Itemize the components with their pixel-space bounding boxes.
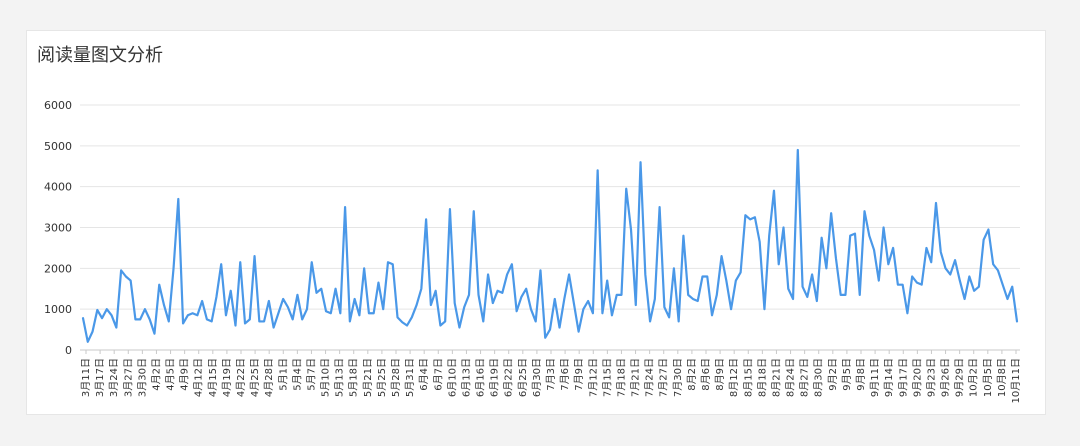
x-tick-label: 7月3日 [545, 358, 557, 391]
x-tick-label: 4月15日 [207, 358, 219, 397]
x-tick-label: 5月13日 [334, 358, 346, 397]
x-tick-label: 4月9日 [179, 358, 191, 391]
x-tick-label: 9月23日 [925, 358, 937, 397]
x-tick-label: 7月18日 [615, 358, 627, 397]
x-tick-label: 4月12日 [193, 358, 205, 397]
y-tick-label: 5000 [44, 140, 72, 153]
x-tick-label: 9月2日 [827, 358, 839, 391]
x-tick-label: 10月11日 [1010, 358, 1022, 403]
y-tick-label: 6000 [44, 99, 72, 112]
x-tick-label: 10月2日 [968, 358, 980, 397]
x-tick-label: 7月15日 [601, 358, 613, 397]
x-tick-label: 6月19日 [489, 358, 501, 397]
series-line [81, 148, 1019, 343]
x-tick-label: 9月8日 [855, 358, 867, 391]
x-tick-label: 5月10日 [320, 358, 332, 397]
x-tick-label: 8月2日 [686, 358, 698, 391]
x-tick-label: 10月8日 [996, 358, 1008, 397]
x-tick-label: 6月7日 [432, 358, 444, 391]
x-tick-label: 6月16日 [475, 358, 487, 397]
x-tick-label: 7月12日 [587, 358, 599, 397]
y-axis-ticks: 0 1000 2000 3000 4000 5000 6000 [44, 99, 72, 357]
x-tick-label: 4月19日 [221, 358, 233, 397]
y-tick-label: 2000 [44, 262, 72, 275]
x-tick-label: 5月1日 [277, 358, 289, 391]
x-tick-label: 8月30日 [813, 358, 825, 397]
x-tick-label: 7月30日 [672, 358, 684, 397]
x-tick-label: 6月22日 [503, 358, 515, 397]
x-tick-label: 7月9日 [573, 358, 585, 391]
y-tick-label: 1000 [44, 303, 72, 316]
x-tick-label: 7月24日 [644, 358, 656, 397]
y-tick-label: 0 [65, 344, 72, 357]
x-tick-label: 4月5日 [165, 358, 177, 391]
x-tick-label: 8月21日 [770, 358, 782, 397]
chart-title: 阅读量图文分析 [37, 45, 163, 66]
x-tick-label: 9月20日 [911, 358, 923, 397]
x-tick-label: 10月5日 [982, 358, 994, 397]
x-tick-label: 8月24日 [785, 358, 797, 397]
x-tick-label: 5月18日 [348, 358, 360, 397]
x-tick-label: 7月27日 [658, 358, 670, 397]
x-tick-label: 4月22日 [235, 358, 247, 397]
x-tick-label: 8月18日 [756, 358, 768, 397]
x-tick-label: 3月27日 [122, 358, 134, 397]
x-tick-label: 7月6日 [559, 358, 571, 391]
x-tick-label: 6月4日 [418, 358, 430, 391]
x-tick-label: 5月25日 [376, 358, 388, 397]
x-tick-label: 6月25日 [517, 358, 529, 397]
x-tick-label: 6月13日 [460, 358, 472, 397]
x-tick-label: 5月28日 [390, 358, 402, 397]
y-tick-label: 4000 [44, 181, 72, 194]
x-tick-label: 3月17日 [94, 358, 106, 397]
series [81, 148, 1019, 343]
x-tick-label: 8月27日 [799, 358, 811, 397]
x-tick-label: 8月12日 [728, 358, 740, 397]
x-tick-label: 5月21日 [362, 358, 374, 397]
x-tick-label: 3月11日 [80, 358, 92, 397]
x-tick-label: 4月28日 [263, 358, 275, 397]
y-tick-label: 3000 [44, 222, 72, 235]
x-tick-label: 9月11日 [869, 358, 881, 397]
x-tick-label: 7月21日 [630, 358, 642, 397]
x-tick-label: 9月29日 [954, 358, 966, 397]
x-tick-label: 6月30日 [531, 358, 543, 397]
x-tick-label: 5月4日 [291, 358, 303, 391]
x-tick-label: 9月17日 [897, 358, 909, 397]
x-tick-label: 8月9日 [714, 358, 726, 391]
x-tick-label: 4月2日 [150, 358, 162, 391]
x-tick-label: 9月5日 [841, 358, 853, 391]
x-axis-ticks: 3月11日 3月17日 3月24日 3月27日 3月30日 4月2日 4月5日 4月9日 4月1… [80, 350, 1022, 403]
x-tick-label: 8月6日 [700, 358, 712, 391]
x-tick-label: 4月25日 [249, 358, 261, 397]
x-tick-label: 5月31日 [404, 358, 416, 397]
x-tick-label: 8月15日 [742, 358, 754, 397]
x-tick-label: 3月24日 [108, 358, 120, 397]
x-tick-label: 6月10日 [446, 358, 458, 397]
chart-card: 阅读量图文分析 [26, 30, 1046, 415]
x-tick-label: 5月7日 [305, 358, 317, 391]
x-tick-label: 9月14日 [883, 358, 895, 397]
x-tick-label: 9月26日 [940, 358, 952, 397]
x-tick-label: 3月30日 [136, 358, 148, 397]
